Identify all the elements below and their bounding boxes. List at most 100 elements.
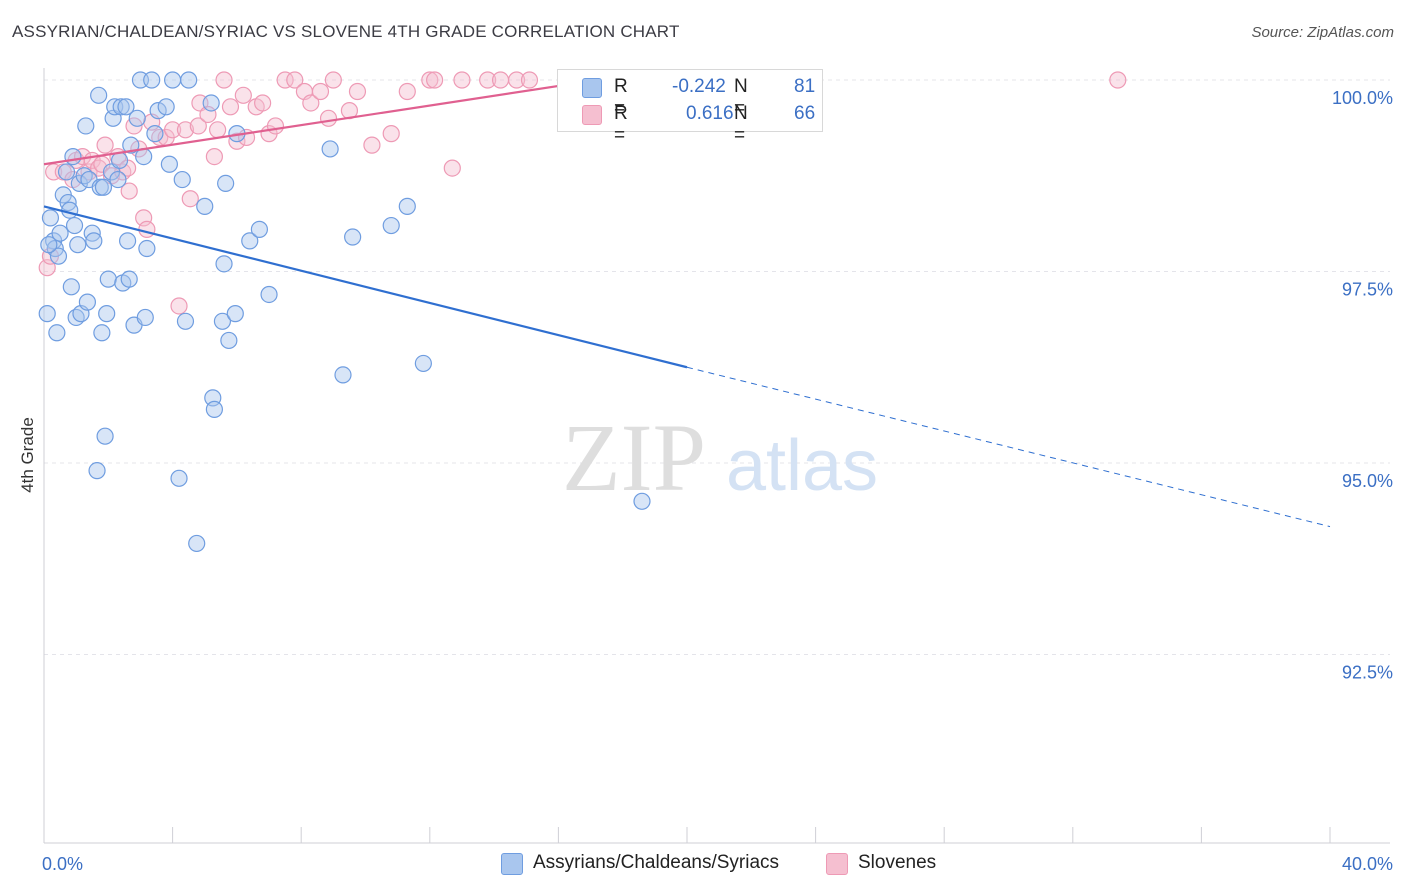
point-slovenes (1109, 71, 1127, 89)
series-assyrians-points (38, 71, 651, 553)
point-assyrians (61, 201, 79, 219)
point-slovenes (363, 136, 381, 154)
point-assyrians (38, 305, 56, 323)
point-assyrians (117, 98, 135, 116)
point-assyrians (128, 109, 146, 127)
trend-line-assyrians-extension (686, 366, 1331, 528)
grid-lines (44, 79, 1390, 655)
point-slovenes (426, 71, 444, 89)
legend-label-slovenes: Slovenes (858, 852, 937, 873)
x-tick-label-min: 0.0% (42, 854, 83, 874)
point-slovenes (96, 136, 114, 154)
point-assyrians (334, 366, 352, 384)
point-assyrians (48, 324, 66, 342)
point-assyrians (250, 220, 269, 238)
point-assyrians (149, 102, 167, 120)
y-tick-label: 92.5% (1342, 663, 1393, 683)
legend-swatch-pink (826, 853, 848, 875)
point-assyrians (241, 232, 259, 250)
point-assyrians (220, 331, 238, 350)
point-slovenes (508, 71, 526, 89)
point-assyrians (164, 71, 182, 89)
watermark-zip: ZIP (562, 404, 706, 511)
legend-swatch-pink (582, 105, 602, 125)
point-assyrians (118, 232, 137, 250)
point-slovenes (520, 71, 539, 89)
point-assyrians (112, 98, 130, 116)
point-slovenes (453, 71, 471, 89)
chart-title: ASSYRIAN/CHALDEAN/SYRIAC VS SLOVENE 4TH … (12, 22, 680, 41)
point-slovenes (382, 125, 400, 143)
point-slovenes (215, 71, 233, 89)
point-assyrians (136, 308, 154, 327)
point-slovenes (398, 82, 416, 101)
point-assyrians (217, 174, 235, 193)
point-assyrians (160, 155, 178, 173)
correlation-legend: R = -0.242 N = 81 R = 0.616 N = 66 (557, 69, 823, 146)
point-assyrians (90, 86, 108, 104)
watermark-atlas: atlas (726, 426, 878, 506)
point-assyrians (65, 216, 84, 235)
point-assyrians (226, 305, 244, 323)
point-slovenes (491, 71, 510, 89)
point-assyrians (78, 293, 97, 311)
point-assyrians (414, 354, 432, 373)
trend-line-slovenes (43, 75, 623, 166)
point-slovenes (266, 117, 285, 135)
y-tick-label: 97.5% (1342, 280, 1393, 300)
point-assyrians (176, 312, 195, 330)
point-assyrians (188, 534, 206, 553)
point-assyrians (196, 197, 214, 215)
point-slovenes (209, 121, 227, 139)
legend-n-value: 81 (794, 76, 816, 97)
point-slovenes (170, 297, 188, 315)
point-assyrians (64, 148, 82, 166)
point-assyrians (633, 492, 651, 510)
point-slovenes (319, 109, 338, 127)
point-assyrians (202, 94, 220, 112)
point-slovenes (234, 86, 252, 104)
point-assyrians (213, 312, 232, 330)
point-assyrians (51, 224, 69, 242)
point-assyrians (110, 151, 129, 170)
point-assyrians (93, 324, 111, 342)
point-slovenes (164, 121, 182, 139)
point-assyrians (205, 400, 223, 418)
point-assyrians (170, 469, 188, 487)
axes (43, 68, 1390, 844)
point-assyrians (96, 427, 114, 445)
legend-swatch-blue (501, 853, 523, 875)
legend-n-label: N = (734, 103, 748, 146)
point-slovenes (443, 159, 461, 177)
tick-labels: 100.0% 97.5% 95.0% 92.5% 0.0% 40.0% (42, 88, 1393, 874)
point-assyrians (77, 117, 95, 135)
legend-r-value: -0.242 (672, 76, 726, 97)
y-tick-label: 100.0% (1332, 88, 1393, 108)
point-slovenes (286, 71, 304, 89)
point-slovenes (176, 121, 195, 139)
point-assyrians (109, 170, 127, 189)
point-assyrians (398, 197, 416, 215)
point-assyrians (94, 178, 113, 196)
trend-lines (43, 75, 1331, 528)
source-credit: Source: ZipAtlas.com (1251, 24, 1394, 41)
point-slovenes (311, 82, 330, 101)
point-assyrians (69, 236, 87, 254)
point-assyrians (215, 255, 233, 273)
point-slovenes (45, 163, 63, 181)
point-slovenes (138, 220, 156, 238)
point-assyrians (120, 270, 138, 288)
point-assyrians (344, 228, 362, 246)
point-assyrians (57, 163, 76, 181)
point-assyrians (49, 247, 68, 265)
point-assyrians (41, 209, 60, 227)
point-assyrians (260, 285, 278, 304)
point-assyrians (146, 125, 164, 143)
point-slovenes (189, 117, 207, 135)
point-slovenes (276, 71, 294, 89)
point-slovenes (221, 98, 240, 116)
point-assyrians (99, 270, 117, 288)
point-assyrians (40, 236, 58, 254)
point-assyrians (157, 98, 175, 116)
